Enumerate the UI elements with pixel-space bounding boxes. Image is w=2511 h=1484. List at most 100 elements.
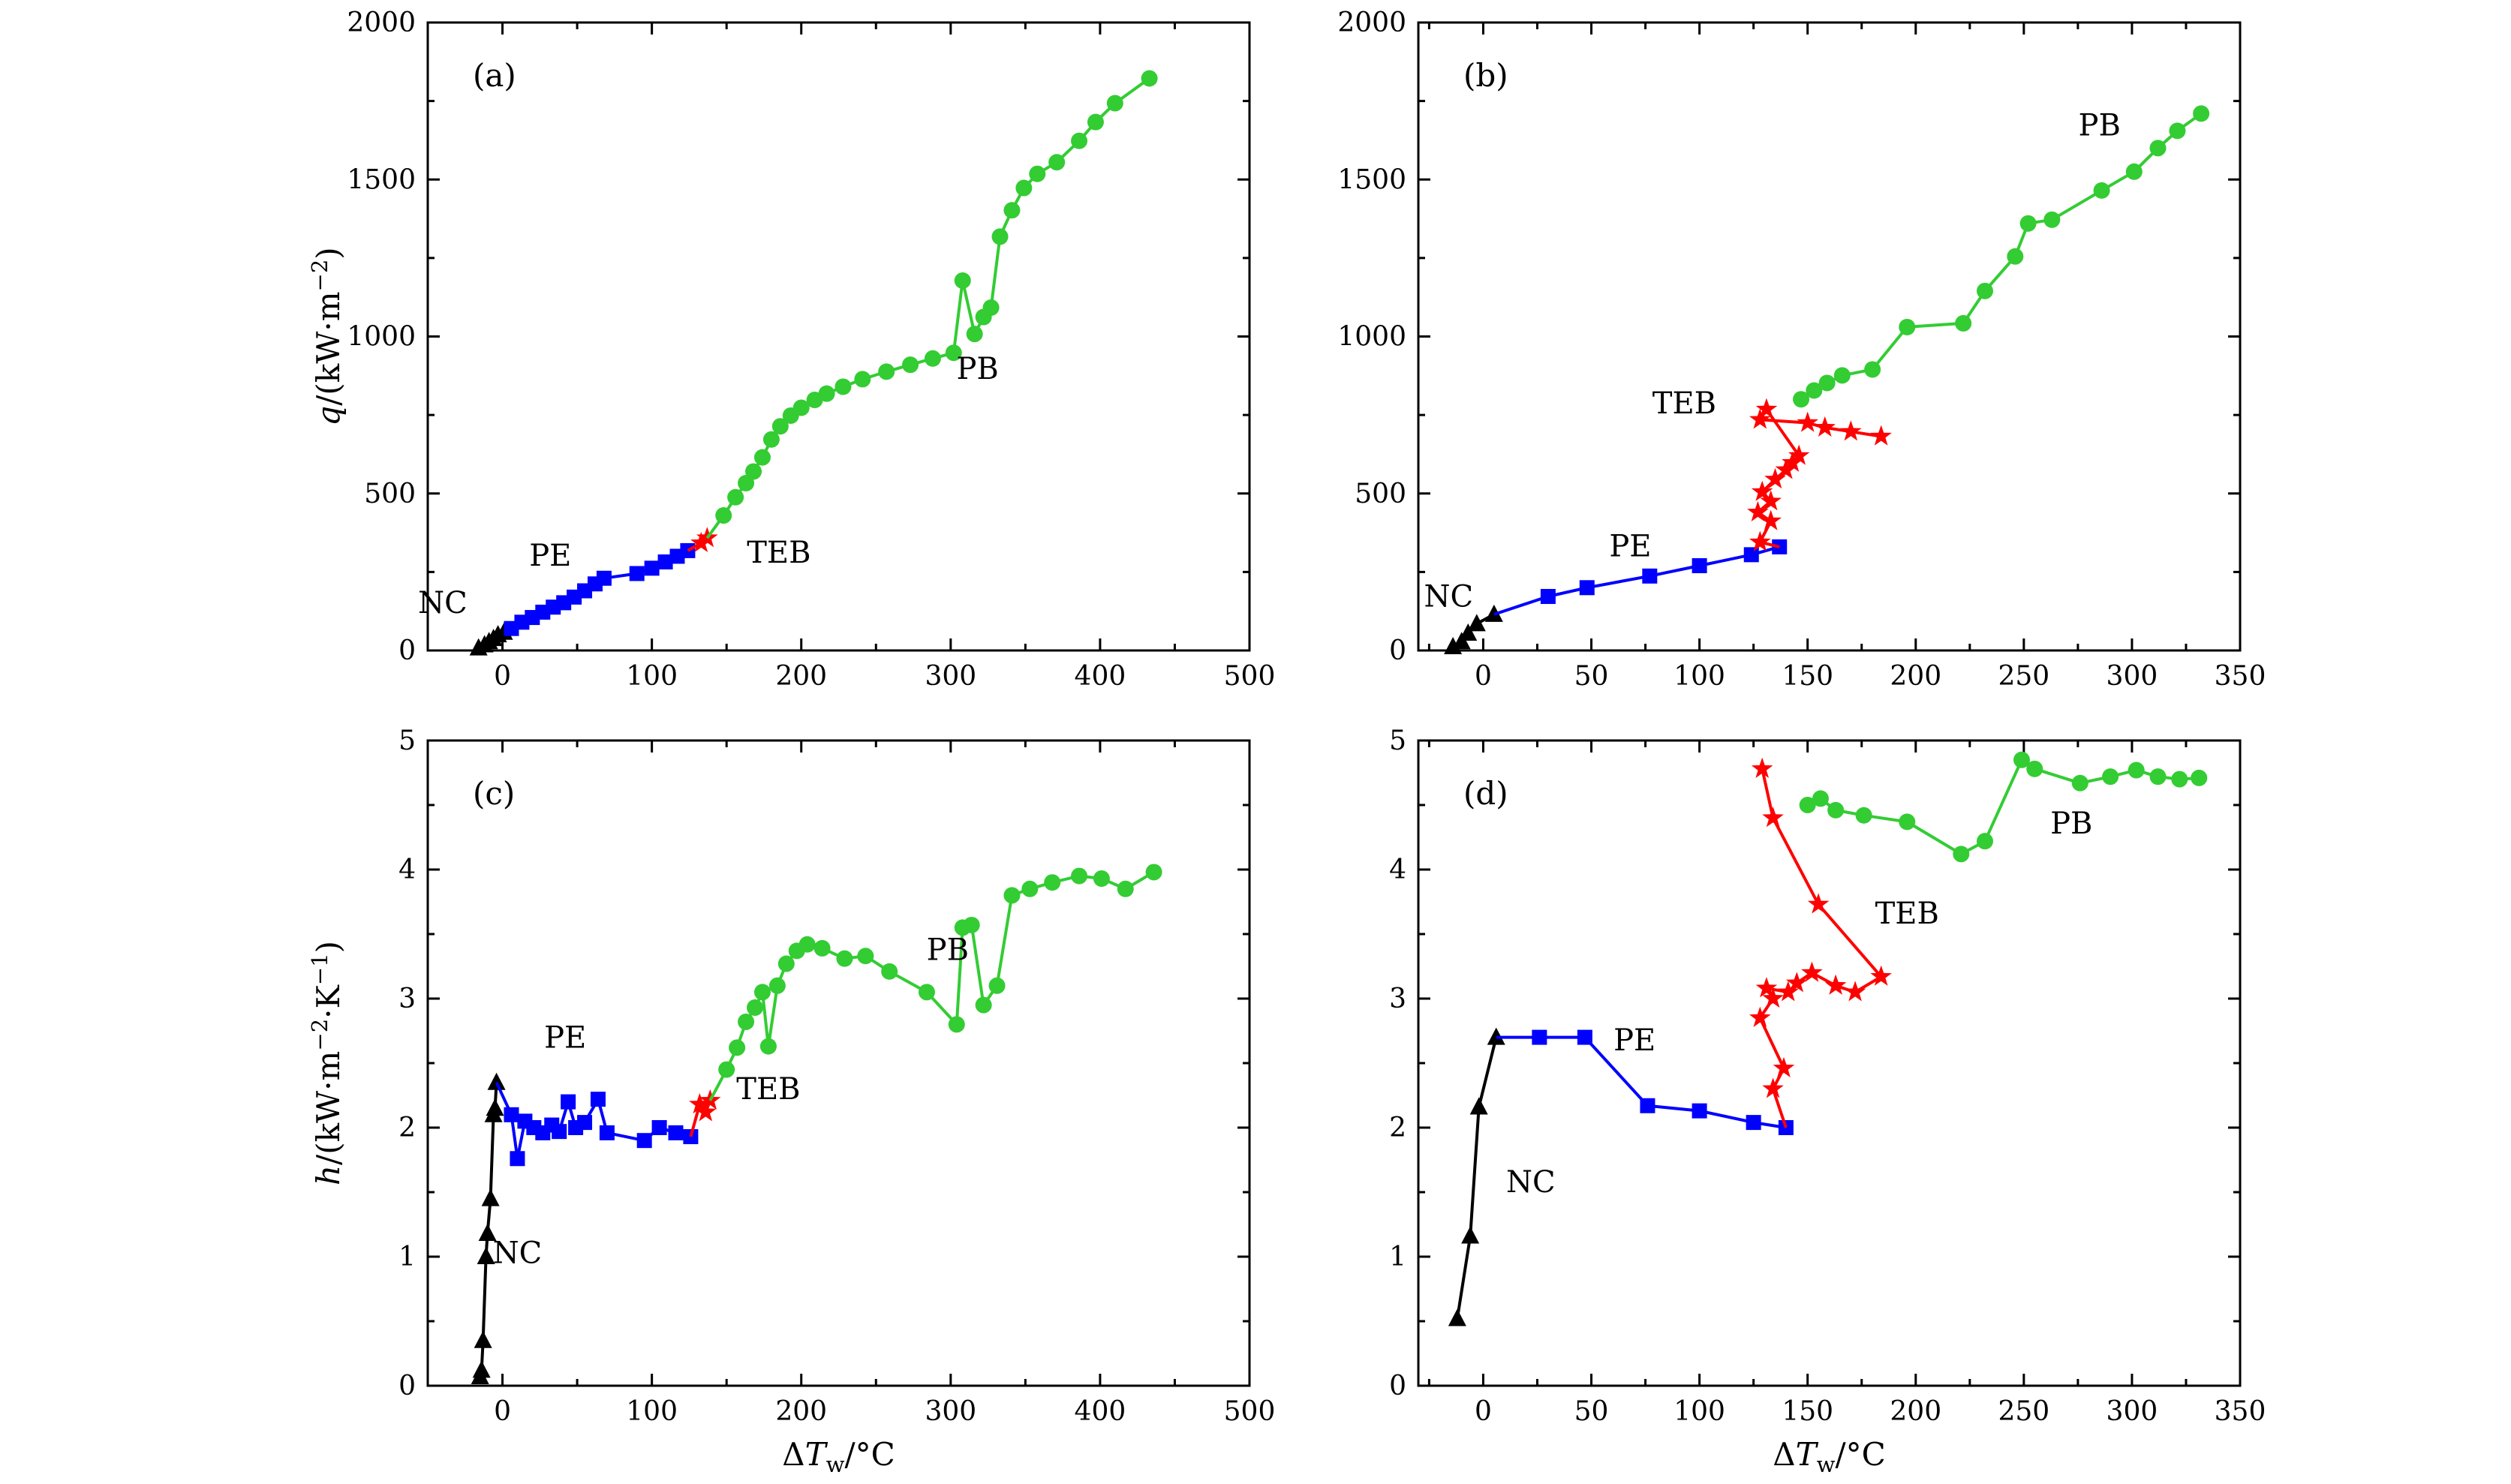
curve-label-pe: PE bbox=[529, 539, 571, 573]
data-point-marker bbox=[1855, 807, 1872, 824]
data-point-marker bbox=[1746, 1115, 1761, 1131]
data-point-marker bbox=[590, 1092, 606, 1107]
panel-letter-d: (d) bbox=[1463, 775, 1508, 812]
y-axis-label-h: h/(kW·m−2·K−1) bbox=[307, 941, 347, 1185]
x-tick-label: 300 bbox=[925, 1396, 976, 1427]
data-point-marker bbox=[918, 984, 935, 1001]
data-point-marker bbox=[759, 1038, 777, 1055]
data-point-marker bbox=[1762, 1077, 1784, 1098]
y-tick-label: 0 bbox=[398, 1371, 416, 1401]
data-point-marker bbox=[2007, 248, 2024, 265]
x-tick-label: 100 bbox=[1673, 1396, 1725, 1427]
data-point-marker bbox=[668, 1125, 684, 1140]
data-point-marker bbox=[818, 385, 835, 402]
data-point-marker bbox=[715, 507, 732, 524]
data-point-marker bbox=[1743, 547, 1759, 563]
data-point-marker bbox=[1899, 318, 1916, 335]
panel-b: 0 50 100 150 200 250 300 350 0 500 1000 1500 2000 (b)… bbox=[1337, 8, 2266, 692]
y-tick-label: 2000 bbox=[347, 8, 416, 38]
series-pb-panel-b: PB bbox=[1793, 105, 2210, 408]
y-tick-label: 3 bbox=[1389, 984, 1406, 1014]
data-point-marker bbox=[854, 371, 871, 388]
data-point-marker bbox=[1788, 444, 1810, 465]
data-point-marker bbox=[792, 399, 810, 416]
data-point-marker bbox=[1469, 1097, 1488, 1115]
y-tick-label: 0 bbox=[1389, 1371, 1406, 1401]
y-tick-label: 1000 bbox=[1337, 322, 1406, 353]
series-pb-panel-a: PB bbox=[705, 70, 1158, 539]
y-tick-label: 1000 bbox=[347, 322, 416, 353]
x-tick-label: 200 bbox=[775, 1396, 827, 1427]
data-point-marker bbox=[1106, 95, 1123, 112]
x-tick-label: 50 bbox=[1574, 661, 1609, 692]
panel-d: 0 50 100 150 200 250 300 350 0 1 2 3 4 5 (d) ΔTw/°C NC PE… bbox=[1389, 725, 2266, 1477]
data-point-marker bbox=[1145, 864, 1162, 881]
curve-label-pb: PB bbox=[2079, 109, 2121, 143]
series-line-pb bbox=[1800, 112, 2203, 401]
data-point-marker bbox=[1955, 314, 1972, 332]
data-point-marker bbox=[1864, 361, 1881, 378]
data-point-marker bbox=[2026, 760, 2043, 777]
data-point-marker bbox=[1797, 411, 1818, 432]
data-point-marker bbox=[1751, 757, 1773, 778]
data-point-marker bbox=[1870, 965, 1892, 986]
series-connector bbox=[1771, 1088, 1788, 1128]
data-point-marker bbox=[1448, 1308, 1466, 1326]
curve-label-pe: PE bbox=[1609, 529, 1651, 563]
y-tick-label: 1 bbox=[1389, 1242, 1406, 1272]
x-axis-label: ΔTw/°C bbox=[1773, 1436, 1885, 1477]
data-point-marker bbox=[1827, 801, 1845, 819]
curve-label-teb: TEB bbox=[747, 536, 810, 570]
x-tick-label: 300 bbox=[2107, 661, 2158, 692]
y-axis-label-q: q/(kW·m−2) bbox=[307, 247, 347, 425]
data-point-marker bbox=[689, 1093, 711, 1114]
data-point-marker bbox=[636, 1133, 652, 1149]
data-point-marker bbox=[2171, 771, 2188, 788]
data-point-marker bbox=[472, 1360, 491, 1378]
data-point-marker bbox=[1786, 972, 1808, 993]
data-point-marker bbox=[753, 449, 771, 466]
series-teb-panel-c: TEB bbox=[689, 1072, 801, 1137]
data-point-marker bbox=[657, 554, 673, 569]
data-point-marker bbox=[1777, 981, 1799, 1002]
x-tick-label: 400 bbox=[1075, 1396, 1126, 1427]
data-point-marker bbox=[651, 1120, 667, 1135]
series-pe-panel-a: PE bbox=[503, 539, 696, 636]
data-point-marker bbox=[1071, 132, 1088, 149]
series-nc-panel-c: NC bbox=[471, 1072, 543, 1384]
curve-label-nc: NC bbox=[493, 1236, 543, 1271]
data-point-marker bbox=[768, 977, 786, 994]
data-point-marker bbox=[1444, 636, 1463, 654]
data-point-marker bbox=[729, 1039, 746, 1056]
data-point-marker bbox=[1782, 451, 1803, 472]
data-point-marker bbox=[1749, 530, 1771, 551]
data-point-marker bbox=[1003, 887, 1021, 904]
y-tick-label: 1 bbox=[398, 1242, 416, 1272]
y-tick-label: 5 bbox=[398, 725, 416, 756]
data-point-marker bbox=[1749, 408, 1771, 429]
data-point-marker bbox=[510, 1151, 525, 1167]
data-point-marker bbox=[1749, 1006, 1771, 1027]
x-tick-label: 200 bbox=[1890, 661, 1941, 692]
y-tick-label: 1500 bbox=[347, 164, 416, 195]
data-point-marker bbox=[474, 1330, 492, 1348]
data-point-marker bbox=[2191, 769, 2208, 786]
x-tick-label: 350 bbox=[2215, 661, 2266, 692]
x-tick-label: 100 bbox=[626, 661, 678, 692]
series-pb-panel-d: PB bbox=[1799, 751, 2208, 863]
y-tick-label: 5 bbox=[1389, 725, 1406, 756]
data-point-marker bbox=[1762, 807, 1784, 828]
y-tick-label: 2000 bbox=[1337, 8, 1406, 38]
data-point-marker bbox=[727, 488, 744, 506]
x-tick-label: 0 bbox=[1475, 661, 1492, 692]
data-point-marker bbox=[1773, 1056, 1795, 1077]
data-point-marker bbox=[777, 955, 795, 972]
curve-label-pb: PB bbox=[927, 933, 969, 967]
series-pe-panel-d: PE bbox=[1496, 1023, 1794, 1135]
series-line-pe bbox=[1538, 1035, 1788, 1129]
data-point-marker bbox=[1093, 870, 1110, 888]
data-point-marker bbox=[1870, 425, 1892, 446]
data-point-marker bbox=[504, 1107, 519, 1122]
data-point-marker bbox=[1640, 1098, 1655, 1113]
